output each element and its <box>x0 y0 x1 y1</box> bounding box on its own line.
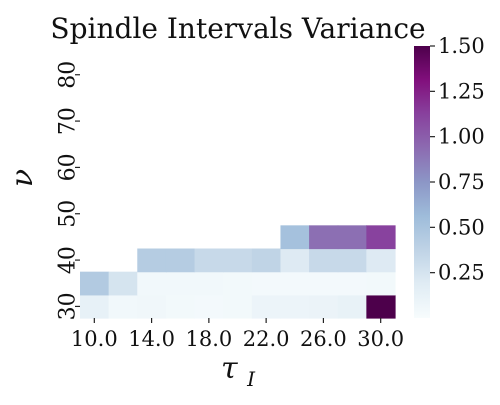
x-tick-label: 26.0 <box>300 327 347 351</box>
heatmap-cell <box>337 271 367 296</box>
x-tick-label: 22.0 <box>243 327 290 351</box>
heatmap-cell <box>280 248 310 273</box>
heatmap-cell <box>108 294 138 319</box>
heatmap-cells <box>80 225 396 319</box>
x-axis-label-sub: I <box>246 367 256 391</box>
heatmap-cell <box>137 248 167 273</box>
colorbar-gradient <box>414 46 430 318</box>
heatmap-cell <box>280 294 310 319</box>
chart-title: Spindle Intervals Variance <box>50 12 425 45</box>
y-tick-label: 70 <box>56 107 81 135</box>
colorbar-tick-label: 1.00 <box>438 125 485 149</box>
heatmap-cell <box>223 271 253 296</box>
heatmap-cell <box>366 271 396 296</box>
x-tick-label: 10.0 <box>71 327 118 351</box>
x-ticks: 10.0 14.0 18.0 22.0 26.0 30.0 <box>71 318 404 351</box>
heatmap-cell <box>165 271 196 296</box>
heatmap-cell <box>309 248 339 273</box>
heatmap-cell <box>309 294 339 319</box>
heatmap-cell <box>337 294 367 319</box>
heatmap-cell <box>309 225 339 250</box>
heatmap-cell <box>366 248 396 273</box>
heatmap-cell <box>337 225 367 250</box>
heatmap-cell <box>251 248 282 273</box>
heatmap-cell <box>280 271 310 296</box>
colorbar-tick-label: 0.50 <box>438 215 485 239</box>
heatmap-cell <box>165 248 196 273</box>
x-tick-label: 18.0 <box>185 327 232 351</box>
heatmap-cell <box>137 271 167 296</box>
heatmap-cell <box>80 271 110 296</box>
x-tick-label: 14.0 <box>128 327 175 351</box>
heatmap-cell <box>337 248 367 273</box>
colorbar-tick-label: 0.25 <box>438 261 485 285</box>
x-axis-label-main: τ <box>221 351 238 386</box>
heatmap-cell <box>194 294 224 319</box>
heatmap-cell <box>280 225 310 250</box>
heatmap-cell <box>309 271 339 296</box>
y-tick-label: 40 <box>56 246 81 274</box>
heatmap-cell <box>194 248 224 273</box>
colorbar-tick-label: 0.75 <box>438 170 485 194</box>
heatmap-cell <box>80 294 110 319</box>
heatmap-cell <box>251 271 282 296</box>
x-tick-label: 30.0 <box>357 327 404 351</box>
colorbar-tick-label: 1.50 <box>438 34 485 58</box>
heatmap-cell <box>223 248 253 273</box>
y-ticks: 30 40 50 60 70 80 <box>56 61 81 321</box>
y-tick-label: 80 <box>56 61 81 89</box>
y-axis-label: ν <box>5 169 40 187</box>
x-axis-label: τ I <box>221 351 256 391</box>
colorbar: 0.25 0.50 0.75 1.00 1.25 1.50 <box>414 34 485 318</box>
heatmap-cell <box>194 271 224 296</box>
y-tick-label: 60 <box>56 153 81 181</box>
heatmap-cell <box>108 271 138 296</box>
y-tick-label: 30 <box>56 292 81 320</box>
heatmap-cell <box>137 294 167 319</box>
heatmap-cell <box>223 294 253 319</box>
colorbar-tick-label: 1.25 <box>438 79 485 103</box>
heatmap-cell <box>366 294 396 319</box>
heatmap-cell <box>165 294 196 319</box>
heatmap-cell <box>366 225 396 250</box>
y-tick-label: 50 <box>56 200 81 228</box>
heatmap-cell <box>251 294 282 319</box>
colorbar-ticks: 0.25 0.50 0.75 1.00 1.25 1.50 <box>430 34 485 285</box>
